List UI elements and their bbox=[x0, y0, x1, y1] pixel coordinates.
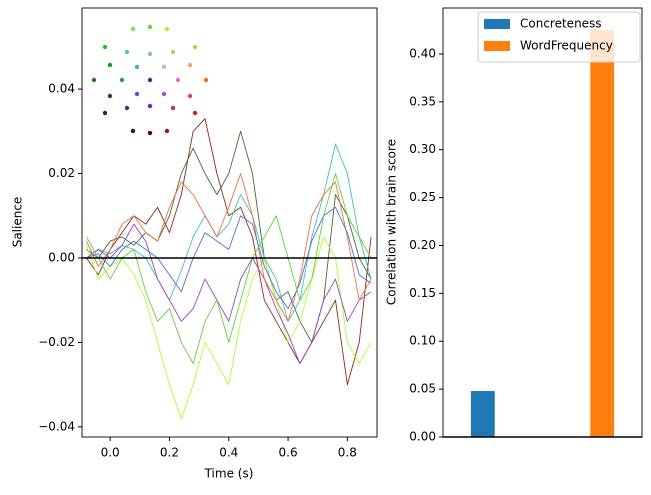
y-tick-label: 0.30 bbox=[409, 142, 436, 156]
y-tick-label: −0.04 bbox=[38, 419, 75, 433]
y-tick-label: −0.02 bbox=[38, 335, 75, 349]
sensor bbox=[170, 49, 176, 55]
legend-label: WordFrequency bbox=[520, 39, 613, 53]
axes-frame bbox=[81, 7, 378, 438]
sensor bbox=[124, 105, 130, 111]
legend-frame bbox=[477, 11, 641, 63]
y-axis-label: Correlation with brain score bbox=[385, 139, 399, 305]
sensor bbox=[102, 44, 108, 50]
data-line bbox=[86, 173, 372, 364]
y-tick-label: 0.00 bbox=[409, 430, 436, 444]
bar bbox=[590, 30, 615, 437]
sensor bbox=[187, 62, 193, 68]
y-tick-label: 0.20 bbox=[409, 238, 436, 252]
sensor-layout bbox=[91, 24, 209, 136]
sensor bbox=[164, 26, 170, 32]
sensor bbox=[161, 64, 167, 70]
sensor bbox=[147, 51, 153, 57]
sensor bbox=[130, 128, 136, 134]
plot-area bbox=[82, 118, 377, 419]
sensor bbox=[175, 77, 181, 83]
x-tick-label: 0.6 bbox=[279, 446, 298, 460]
x-tick-label: 0.8 bbox=[338, 446, 357, 460]
data-line bbox=[86, 173, 372, 322]
sensor bbox=[147, 130, 153, 136]
x-tick-label: 0.4 bbox=[219, 446, 238, 460]
y-axis-label: Salience bbox=[11, 197, 25, 248]
sensor bbox=[161, 91, 167, 97]
y-tick-label: 0.35 bbox=[409, 94, 436, 108]
y-tick-label: 0.40 bbox=[409, 46, 436, 60]
y-tick-label: 0.00 bbox=[48, 250, 75, 264]
legend-label: Concreteness bbox=[520, 17, 602, 31]
sensor bbox=[91, 77, 97, 83]
y-tick-label: 0.15 bbox=[409, 286, 436, 300]
y-tick-label: 0.25 bbox=[409, 190, 436, 204]
sensor bbox=[147, 24, 153, 30]
sensor bbox=[187, 93, 193, 99]
sensor bbox=[147, 77, 153, 83]
y-tick-label: 0.10 bbox=[409, 334, 436, 348]
sensor bbox=[170, 105, 176, 111]
x-axis-label: Time (s) bbox=[204, 467, 254, 481]
x-tick-label: 0.0 bbox=[101, 446, 120, 460]
sensor bbox=[164, 128, 170, 134]
bar bbox=[470, 391, 495, 437]
axes-frame bbox=[442, 7, 643, 438]
y-tick-label: 0.05 bbox=[409, 382, 436, 396]
sensor bbox=[130, 26, 136, 32]
sensor bbox=[192, 44, 198, 50]
sensor bbox=[134, 64, 140, 70]
sensor bbox=[102, 110, 108, 116]
x-tick-label: 0.2 bbox=[160, 446, 179, 460]
sensor bbox=[134, 91, 140, 97]
data-line bbox=[86, 223, 372, 364]
sensor bbox=[124, 49, 130, 55]
y-tick-label: 0.04 bbox=[48, 82, 75, 96]
sensor bbox=[203, 77, 209, 83]
data-line bbox=[86, 236, 372, 419]
y-tick-label: 0.02 bbox=[48, 166, 75, 180]
legend-swatch bbox=[484, 19, 510, 29]
sensor bbox=[107, 93, 113, 99]
sensor bbox=[119, 77, 125, 83]
legend-swatch bbox=[484, 41, 510, 51]
sensor bbox=[147, 103, 153, 109]
sensor bbox=[107, 62, 113, 68]
sensor bbox=[192, 110, 198, 116]
legend: Concreteness WordFrequency bbox=[477, 11, 641, 63]
